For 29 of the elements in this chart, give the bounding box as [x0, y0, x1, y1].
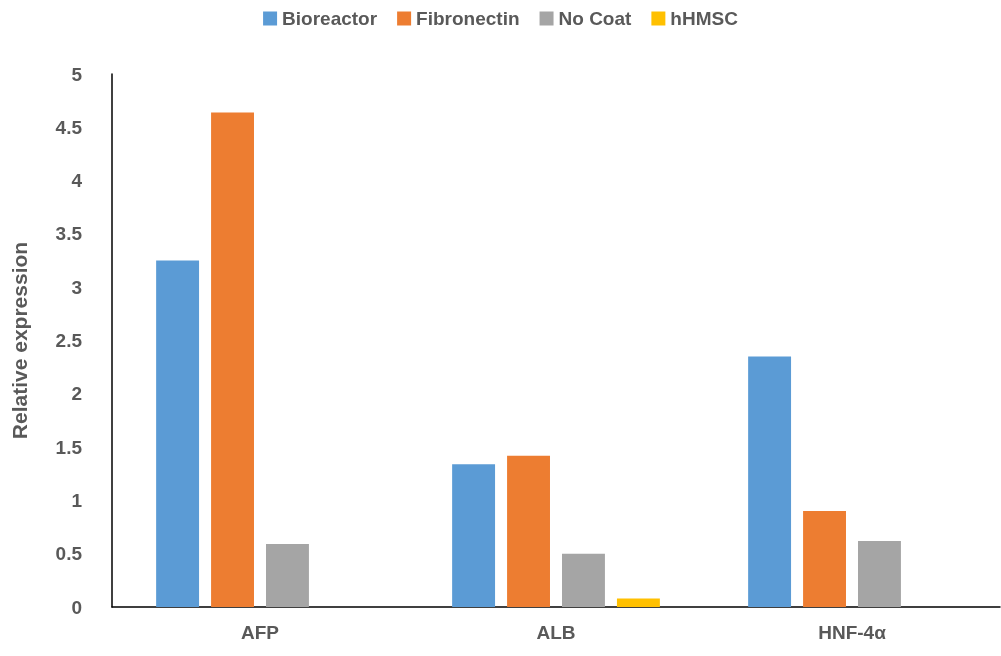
y-tick-label: 3.5 [55, 223, 83, 245]
x-tick-label: AFP [241, 622, 280, 643]
y-tick-label: 1.5 [55, 436, 83, 458]
y-tick-label: 1 [71, 489, 83, 511]
y-tick-label: 4.5 [55, 116, 83, 138]
bar [616, 598, 660, 607]
legend-label: Bioreactor [282, 8, 378, 29]
bar [507, 455, 550, 607]
x-tick-label: HNF-4α [818, 622, 887, 643]
legend-label: No Coat [558, 8, 633, 29]
y-tick-label: 3 [71, 276, 82, 298]
bar [266, 544, 309, 607]
y-tick-label: 5 [71, 63, 83, 85]
y-tick-label: 4 [71, 170, 83, 192]
bar [156, 260, 200, 607]
bar [211, 112, 254, 607]
y-tick-label: 2 [71, 383, 82, 405]
bar [803, 511, 846, 607]
legend-label: hHMSC [670, 8, 739, 29]
y-tick-label: 2.5 [55, 330, 83, 351]
bar [452, 464, 496, 607]
y-tick-label: 0.5 [55, 543, 83, 565]
legend-label: Fibronectin [416, 8, 520, 29]
bar [748, 356, 792, 607]
y-tick-label: 0 [71, 596, 82, 618]
x-tick-label: ALB [536, 622, 576, 643]
bar [562, 553, 605, 607]
y-axis-title: Relative expression [8, 241, 31, 440]
bar [858, 540, 901, 607]
